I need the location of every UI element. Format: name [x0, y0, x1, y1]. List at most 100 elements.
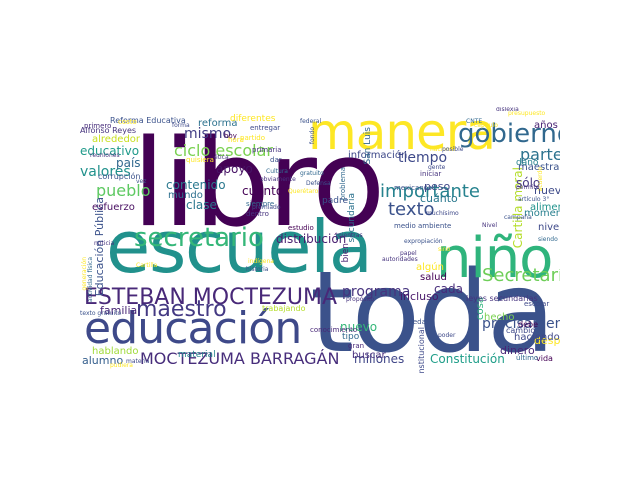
cloud-word: material: [178, 350, 216, 360]
cloud-word: mismo: [184, 126, 232, 142]
cloud-word: generación: [81, 257, 88, 291]
cloud-word: buscar: [352, 350, 386, 361]
cloud-word: maestra: [518, 162, 560, 173]
cloud-word: indígena: [248, 258, 274, 265]
cloud-word: dentro: [246, 210, 269, 218]
cloud-word: incluso: [400, 290, 439, 303]
cloud-word: propósito: [346, 296, 375, 303]
cloud-word: información: [348, 150, 408, 161]
cloud-word: alumno: [82, 354, 124, 367]
cloud-word: país: [116, 156, 141, 170]
cloud-word: noticia: [94, 240, 115, 247]
cloud-word: historia: [246, 266, 269, 273]
cloud-word: autoridades: [382, 256, 418, 263]
cloud-word: premiado: [252, 204, 281, 211]
cloud-word: gratuito: [300, 170, 324, 177]
cloud-word: Defensa: [306, 180, 331, 187]
cloud-word: dinero: [500, 344, 535, 357]
cloud-word: muchísimo: [426, 210, 459, 217]
cloud-word: federal: [300, 118, 322, 125]
cloud-word: iniciar: [420, 170, 442, 178]
cloud-word: Querétaro: [288, 188, 319, 195]
cloud-word: contenido: [166, 178, 226, 192]
cloud-word: primaria: [252, 146, 282, 154]
cloud-word: obviamente: [260, 176, 296, 183]
cloud-word: peso: [424, 180, 451, 193]
cloud-word: texto gratuito: [80, 310, 122, 317]
cloud-word: siendo: [538, 236, 558, 243]
cloud-word: sino: [438, 246, 451, 253]
cloud-word: manera: [308, 107, 496, 161]
cloud-word: toda: [310, 248, 555, 373]
cloud-word: nacional: [430, 146, 456, 153]
cloud-word: 3° Constitucional: [417, 327, 426, 373]
cloud-word: millones: [354, 352, 405, 366]
cloud-word: corrupción: [98, 172, 141, 181]
cloud-word: daño: [516, 158, 539, 168]
cloud-word: Constitución: [430, 352, 505, 366]
cloud-word: hablando: [92, 346, 139, 357]
cloud-word: reforma: [198, 118, 238, 129]
cloud-word: niño: [436, 226, 553, 291]
cloud-word: papel: [400, 250, 417, 257]
cloud-word: campaña: [504, 214, 532, 221]
cloud-word: ética: [214, 154, 229, 161]
cloud-word: reuniones: [90, 152, 120, 159]
cloud-word: sólo: [516, 176, 541, 190]
cloud-word: libro: [132, 115, 385, 254]
cloud-word: Reforma Educativa: [110, 116, 186, 125]
cloud-word: vida: [536, 354, 553, 363]
cloud-word: Cartilla: [136, 262, 158, 269]
cloud-word: partido: [240, 134, 266, 142]
cloud-word: clase: [186, 198, 217, 212]
cloud-word: siempre: [246, 200, 275, 208]
cloud-word: gente: [428, 164, 446, 171]
cloud-word: cambio: [506, 326, 536, 335]
cloud-word: cada: [434, 282, 463, 296]
cloud-word: diferentes: [230, 114, 276, 124]
cloud-word: Cultura: [266, 168, 288, 175]
cloud-word: dar: [270, 156, 282, 164]
cloud-word: apoyo: [216, 162, 253, 176]
cloud-word: programa: [342, 284, 411, 300]
cloud-word: escuela: [106, 205, 373, 289]
cloud-word: último: [516, 354, 539, 362]
cloud-word: tiempo: [398, 150, 448, 166]
cloud-word: fondo: [309, 127, 316, 145]
cloud-word: posible: [442, 146, 464, 153]
cloud-word: cuanto: [242, 184, 284, 198]
cloud-word: maestro: [136, 297, 227, 322]
cloud-word: estudio: [288, 224, 314, 232]
cloud-word: Alfonso Reyes: [80, 126, 137, 135]
cloud-word: precisamente: [482, 316, 560, 332]
cloud-word: educativo: [80, 144, 140, 158]
cloud-word: materia: [126, 358, 150, 365]
cloud-word: nuevo: [340, 320, 378, 334]
cloud-word: nueva: [534, 184, 560, 197]
cloud-word: MOCTEZUMA BARRAGÁN: [140, 349, 340, 368]
cloud-word: esfuerzo: [92, 202, 135, 213]
cloud-word: gran: [348, 342, 365, 350]
cloud-word: vez: [136, 178, 147, 185]
cloud-word: hora: [228, 136, 244, 144]
cloud-word: ciclo escolar: [174, 141, 273, 160]
cloud-word: primero: [84, 122, 112, 130]
cloud-word: hecho: [484, 312, 515, 323]
cloud-word: texto: [388, 199, 435, 220]
cloud-word: cuánto: [420, 192, 458, 205]
cloud-word: educación: [84, 303, 302, 354]
cloud-word: medio ambiente: [394, 222, 452, 230]
cloud-word: permite: [516, 184, 540, 191]
cloud-word: debe: [518, 320, 538, 329]
cloud-word: Nivel: [482, 222, 498, 229]
cloud-word: Secretaría: [482, 265, 560, 286]
cloud-word: valores: [80, 164, 131, 180]
cloud-word: haciendo: [514, 332, 560, 343]
cloud-word: alimento: [530, 202, 560, 213]
cloud-word: después: [534, 334, 560, 347]
cloud-word: pueda: [404, 318, 426, 326]
cloud-word: leyes secundarias: [466, 294, 538, 303]
cloud-word: tipo: [342, 332, 360, 342]
cloud-word: escolar: [524, 300, 550, 308]
cloud-word: quisiera: [186, 156, 214, 164]
